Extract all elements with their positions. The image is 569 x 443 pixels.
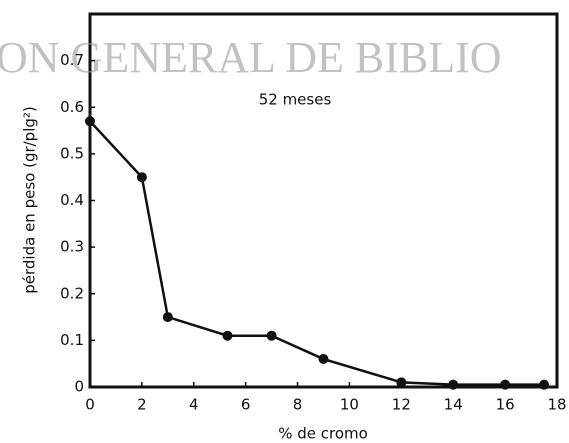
x-tick-label: 16 (496, 396, 515, 414)
x-tick-label: 6 (241, 396, 251, 414)
data-point (222, 330, 233, 341)
x-tick-label: 0 (85, 396, 95, 414)
watermark: ON GENERAL DE BIBLIO (0, 33, 502, 82)
data-point (396, 377, 407, 388)
x-tick-label: 2 (137, 396, 147, 414)
y-tick-label: 0.5 (60, 144, 84, 162)
data-point (266, 330, 277, 341)
data-point (448, 379, 459, 390)
y-tick-label: 0.3 (60, 238, 84, 256)
x-axis-label: % de cromo (278, 425, 368, 443)
y-tick-label: 0.2 (60, 284, 84, 302)
data-point (85, 116, 95, 127)
data-point (318, 354, 329, 365)
y-tick-label: 0.6 (60, 98, 84, 116)
y-tick-label: 0.7 (60, 51, 84, 69)
annotation: 52 meses (259, 91, 332, 109)
y-tick-label: 0.4 (60, 191, 84, 209)
x-tick-label: 14 (444, 396, 463, 414)
data-point (136, 172, 147, 183)
y-tick-label: 0.1 (60, 331, 84, 349)
x-tick-label: 10 (340, 396, 359, 414)
data-point (162, 312, 173, 323)
x-tick-label: 12 (392, 396, 411, 414)
y-axis-label: pérdida en peso (gr/plg²) (21, 106, 39, 294)
x-tick-label: 18 (547, 396, 566, 414)
series-line (89, 120, 545, 386)
x-tick-label: 8 (293, 396, 303, 414)
data-point (500, 379, 511, 390)
data-point (539, 379, 550, 390)
y-tick-label: 0 (74, 378, 84, 396)
x-tick-label: 4 (189, 396, 199, 414)
